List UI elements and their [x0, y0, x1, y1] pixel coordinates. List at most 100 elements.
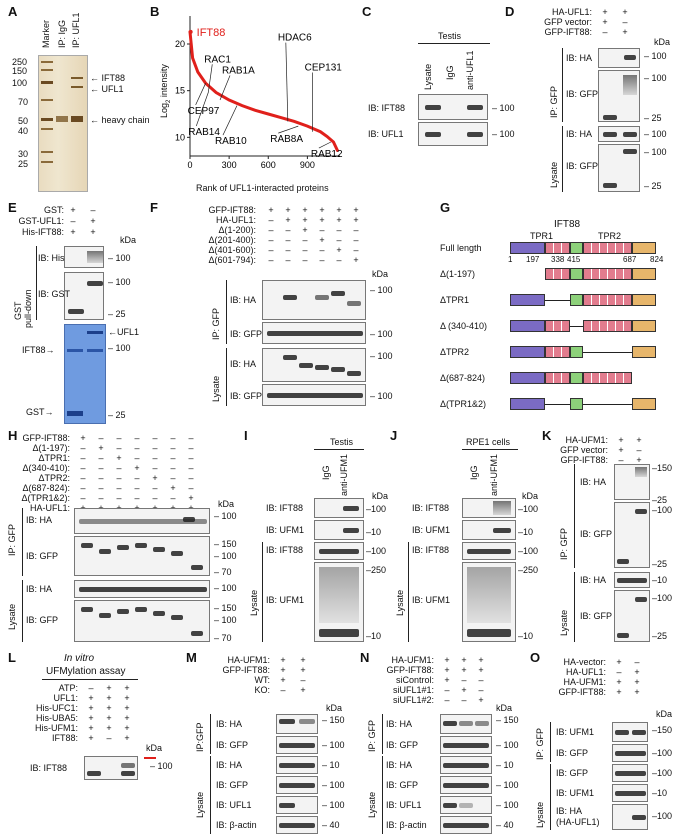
domain-segment: [544, 320, 570, 332]
ib-ift88: IB: IFT88: [30, 763, 68, 773]
row-marker: –: [98, 493, 104, 503]
row-marker: +: [124, 703, 130, 713]
row-marker: –: [152, 463, 158, 473]
panel-letter-a: A: [8, 4, 18, 19]
ib-gfp: IB: GFP: [566, 89, 599, 99]
mw: –100: [652, 811, 673, 821]
mw: – 150: [214, 539, 237, 549]
row-marker: –: [268, 255, 274, 265]
row-marker: –: [319, 225, 325, 235]
row-marker: +: [106, 683, 112, 693]
mw: – 100: [214, 511, 237, 521]
annotation-leader: [195, 92, 209, 127]
blot-o-lys-ufm1: [612, 784, 648, 802]
cell-line-label: RPE1 cells: [466, 437, 511, 447]
mw-40: 40: [18, 126, 29, 136]
row-marker: +: [618, 445, 624, 455]
kda-label: kDa: [372, 491, 389, 501]
mw: – 100: [108, 343, 131, 353]
row-marker: –: [98, 473, 104, 483]
row-marker: –: [461, 695, 467, 705]
blot-m-ip-gfp: [276, 736, 318, 754]
row-marker: –: [353, 245, 359, 255]
row-marker: –: [188, 473, 194, 483]
row-marker: –: [134, 473, 140, 483]
domain-tpr1: TPR1: [530, 231, 554, 241]
lane-label-lysate: Lysate: [423, 63, 433, 90]
chart-series: IFT88: [188, 27, 339, 152]
ift88-gel-label: IFT88→: [22, 345, 55, 355]
ib-ift88: IB: IFT88: [266, 545, 304, 555]
ib-ufl1: IB: UFL1: [216, 800, 252, 810]
domain-segment: [569, 268, 584, 280]
blot-m-lys-gfp: [276, 776, 318, 794]
ib-ha: IB: HA: [566, 53, 593, 63]
lane-label-marker: Marker: [41, 19, 51, 48]
blot-n-lys-actin: [440, 816, 492, 834]
row-marker: +: [602, 7, 608, 17]
blot-o-lys-gfp: [612, 764, 648, 782]
row-label: Δ(1-200):: [218, 225, 256, 235]
ib-actin: IB: β-actin: [386, 820, 427, 830]
row-marker: –: [285, 235, 291, 245]
annotation-label: CEP97: [188, 106, 220, 117]
domain-segment: [569, 294, 584, 306]
blot-n-lys-ha: [440, 756, 492, 774]
mw-250: 250: [12, 57, 28, 67]
kda-label: kDa: [654, 37, 671, 47]
row-label: HA-UFM1:: [227, 655, 271, 665]
mw-50: 50: [18, 116, 29, 126]
blot-n-ip-gfp: [440, 736, 492, 754]
blot-k-ip-gfp: [614, 502, 650, 568]
mw: – 100: [322, 740, 345, 750]
row-marker: +: [70, 205, 76, 215]
row-label: GFP-IFT88:: [222, 665, 270, 675]
construct-label: Δ(TPR1&2): [440, 399, 487, 409]
mw: – 100: [644, 51, 667, 61]
row-label: Δ(201-400):: [208, 235, 256, 245]
mw: – 25: [108, 309, 126, 319]
row-marker: +: [90, 227, 96, 237]
lane-label-igg: IgG: [469, 465, 479, 480]
silver-stain-gel: [38, 55, 88, 192]
ib-ufm1: IB: UFM1: [266, 595, 305, 605]
mw: – 100: [644, 129, 667, 139]
blot-j-ift88: [462, 498, 516, 518]
mw: – 40: [322, 820, 340, 830]
row-marker: +: [353, 205, 359, 215]
blot-h-lys-gfp: [74, 600, 210, 642]
row-label: GST:: [43, 205, 64, 215]
row-marker: –: [152, 443, 158, 453]
section-lysate: Lysate: [249, 589, 259, 616]
ufl1-gel-label: ←UFL1: [108, 327, 140, 337]
gst-gel-label: GST→: [26, 407, 54, 417]
row-marker: –: [134, 453, 140, 463]
x-axis-label: Rank of UFL1-interacted proteins: [196, 183, 329, 193]
mw: – 100: [108, 277, 131, 287]
row-marker: –: [134, 433, 140, 443]
annotation-leader: [222, 105, 238, 136]
lane-label-anti-ufm1: anti-UFM1: [339, 453, 349, 496]
ib-ift88: IB: IFT88: [368, 103, 406, 113]
ib-ha: IB: HA: [216, 760, 243, 770]
x-tick-label: 0: [187, 160, 192, 170]
ib-gfp: IB: GFP: [580, 529, 613, 539]
position-824: 824: [650, 255, 664, 264]
assay-title: UFMylation assay: [46, 666, 126, 677]
blot-j-lys-ufm1: [462, 562, 516, 642]
row-label: ΔTPR2:: [38, 473, 70, 483]
row-marker: –: [478, 685, 484, 695]
row-label: GFP-IFT88:: [22, 433, 70, 443]
construct-label: Δ(1-197): [440, 269, 476, 279]
panel-letter-k: K: [542, 428, 552, 443]
ib-gfp: IB: GFP: [566, 161, 599, 171]
lane-label-igg: IgG: [445, 65, 455, 80]
row-marker: +: [106, 723, 112, 733]
row-marker: +: [636, 455, 642, 465]
row-marker: –: [302, 255, 308, 265]
row-marker: –: [268, 215, 274, 225]
row-label: Δ(401-600):: [208, 245, 256, 255]
mw: – 100: [214, 583, 237, 593]
section-lysate: Lysate: [367, 791, 377, 818]
mw: – 150: [214, 603, 237, 613]
